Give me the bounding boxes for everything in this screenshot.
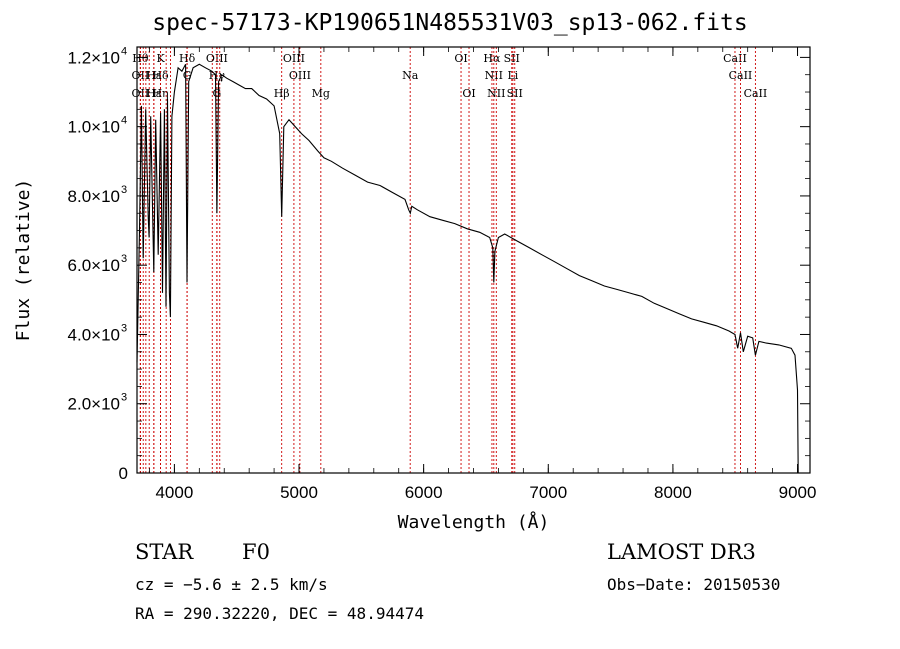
x-tick-label: 7000: [529, 483, 567, 502]
spectral-line-label: OIII: [289, 69, 311, 82]
spectral-line-label: Mg: [312, 87, 330, 100]
y-tick-exponent: 3: [121, 392, 127, 404]
spectral-line-label: SII: [507, 87, 523, 100]
spectral-line-label: Na: [402, 69, 419, 82]
spectral-line-label: Hε: [146, 87, 162, 100]
spectral-line-label: K: [156, 52, 165, 65]
redshift-cz: cz = −5.6 ± 2.5 km/s: [135, 575, 328, 594]
spectral-line-label: NII: [487, 87, 505, 100]
object-subclass: F0: [242, 540, 270, 564]
spectral-line-label: Hδ: [179, 52, 196, 65]
survey-name: LAMOST DR3: [607, 540, 756, 564]
y-tick-exponent: 3: [121, 184, 127, 196]
spectral-line-label: OI: [454, 52, 467, 65]
x-axis-label: Wavelength (Å): [398, 511, 550, 533]
x-tick-label: 9000: [779, 483, 817, 502]
spectral-line-label: Hβ: [274, 87, 290, 100]
spectral-line-label: G: [183, 69, 192, 82]
chart-title: spec-57173-KP190651N485531V03_sp13-062.f…: [152, 10, 748, 36]
object-class: STAR: [135, 540, 194, 564]
y-tick-label: 1.0×10: [68, 118, 120, 137]
spectral-line-label: OI: [462, 87, 475, 100]
y-tick-exponent: 4: [121, 45, 127, 57]
observation-date: Obs−Date: 20150530: [607, 575, 781, 594]
spectral-line-label: OII: [132, 87, 150, 100]
y-tick-label: 8.0×10: [68, 187, 120, 206]
y-tick-exponent: 3: [121, 253, 127, 265]
y-tick-label: 4.0×10: [68, 325, 120, 344]
y-axis-label: Flux (relative): [13, 179, 34, 342]
x-tick-label: 6000: [405, 483, 443, 502]
y-tick-exponent: 3: [121, 322, 127, 334]
x-tick-label: 4000: [155, 483, 193, 502]
spectral-line-label: CaII: [744, 87, 768, 100]
coordinates: RA = 290.32220, DEC = 48.94474: [135, 604, 424, 623]
spectral-line-label: Hη: [152, 87, 168, 100]
y-tick-exponent: 4: [121, 115, 127, 127]
y-axis: 02.0×10 34.0×10 36.0×10 38.0×10 31.0×10 41.2×…: [68, 45, 810, 483]
spectral-line-label: G: [212, 87, 221, 100]
x-axis: 4000 5000 6000 7000 8000 9000: [149, 47, 816, 502]
y-tick-label: 0: [119, 464, 128, 483]
y-tick-label: 1.2×10: [68, 48, 120, 67]
spectral-line-label: NII: [485, 69, 503, 82]
spectrum-line: [136, 63, 799, 474]
spectral-line-label: OIII: [283, 52, 305, 65]
y-tick-label: 6.0×10: [68, 256, 120, 275]
x-tick-label: 5000: [280, 483, 318, 502]
spectral-line-label: CaII: [729, 69, 753, 82]
spectral-line-label: Hα: [483, 52, 501, 65]
spectral-line-label: OIII: [206, 52, 228, 65]
spectral-line-label: Li: [507, 69, 518, 82]
y-tick-label: 2.0×10: [68, 395, 120, 414]
spectral-line-label: CaII: [723, 52, 747, 65]
plot-frame: [136, 46, 811, 474]
spectral-line-label: SII: [504, 52, 520, 65]
x-tick-label: 8000: [654, 483, 692, 502]
